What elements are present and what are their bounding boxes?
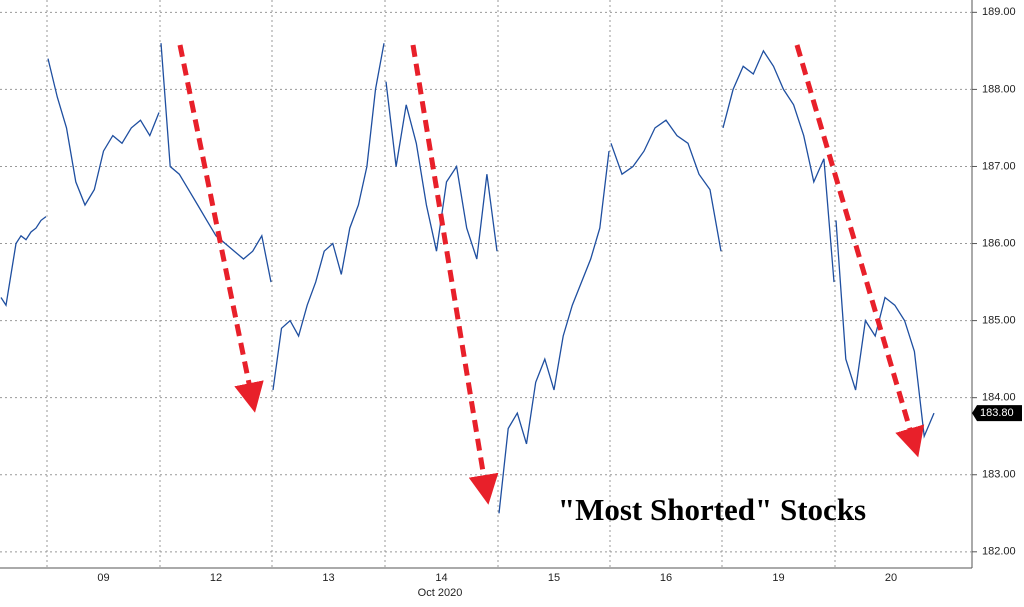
price-line [47, 58, 160, 207]
x-tick-label: 12 [210, 572, 222, 584]
x-tick-label: 19 [772, 572, 784, 584]
y-tick-label: 185.00 [982, 315, 1016, 327]
x-tick-label: 13 [322, 572, 334, 584]
y-tick-label: 189.00 [982, 6, 1016, 18]
x-tick-label: 20 [885, 572, 897, 584]
last-price-label: 183.80 [980, 407, 1014, 419]
y-tick-label: 183.00 [982, 469, 1016, 481]
y-tick-label: 186.00 [982, 237, 1016, 249]
x-axis-label: Oct 2020 [418, 587, 463, 599]
price-line [722, 49, 835, 283]
price-line [610, 119, 722, 252]
price-line [835, 220, 935, 439]
y-tick-label: 187.00 [982, 160, 1016, 172]
y-tick-label: 182.00 [982, 546, 1016, 558]
price-line [272, 43, 385, 391]
plot-area [0, 0, 972, 568]
x-tick-label: 14 [435, 572, 447, 584]
x-tick-label: 15 [548, 572, 560, 584]
price-line [385, 81, 498, 260]
y-tick-label: 184.00 [982, 392, 1016, 404]
price-line [498, 151, 610, 514]
price-line [0, 216, 47, 307]
last-price-tag [972, 405, 1022, 422]
trend-arrow [410, 44, 499, 505]
price-line [160, 43, 272, 283]
annotation: "Most Shorted" Stocks [558, 492, 866, 527]
x-tick-label: 16 [660, 572, 672, 584]
trend-arrow [794, 44, 925, 458]
y-tick-label: 188.00 [982, 83, 1016, 95]
trend-arrow [177, 44, 264, 413]
x-tick-label: 09 [97, 572, 109, 584]
